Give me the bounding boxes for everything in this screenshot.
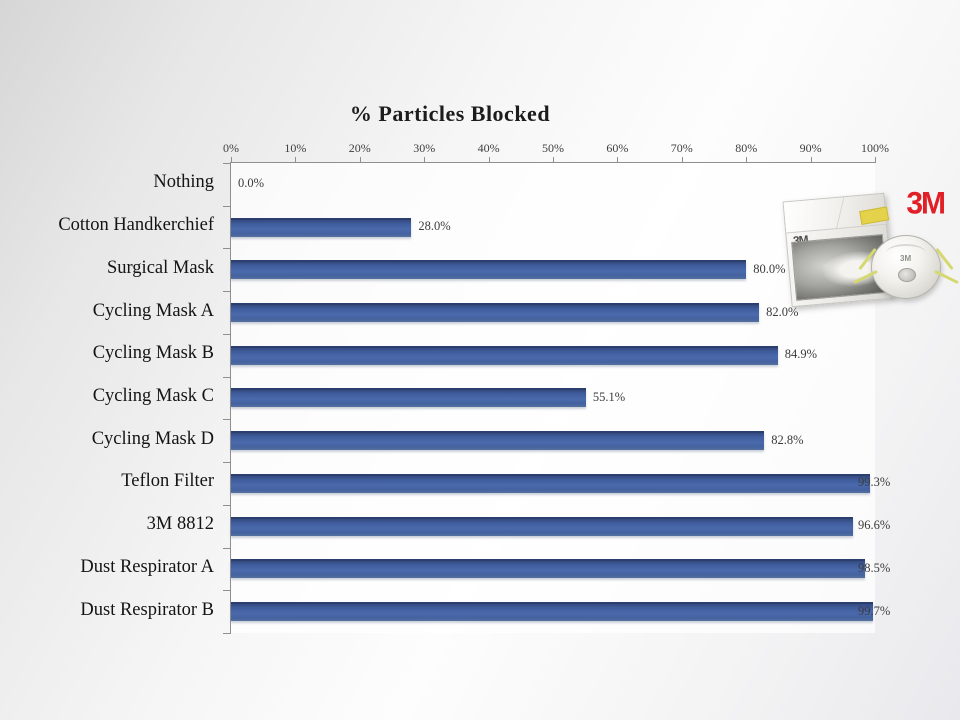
- x-axis-tick-mark: [231, 157, 232, 163]
- mask-brand-label: 3M: [900, 254, 912, 263]
- bar: [231, 345, 778, 365]
- x-axis-tick-label: 30%: [413, 141, 436, 155]
- chart-row: Nothing 0.0%: [153, 163, 875, 206]
- 3m-logo: 3M: [906, 186, 946, 221]
- category-label: Surgical Mask: [106, 257, 214, 278]
- x-axis-tick-label: 10%: [284, 141, 307, 155]
- bar-value-label: 82.8%: [771, 432, 804, 447]
- bar: [231, 516, 854, 536]
- x-axis-tick-label: 70%: [670, 141, 693, 155]
- bar-value-label: 99.7%: [858, 603, 891, 618]
- respirator-mask-image: 3M: [853, 235, 959, 299]
- x-axis-tick-mark: [746, 157, 748, 163]
- mask-valve: [898, 268, 916, 282]
- chart-row: Cycling Mask A 82.0%: [93, 291, 875, 334]
- x-axis-tick-mark: [681, 157, 683, 163]
- category-label: Cycling Mask B: [92, 343, 214, 364]
- mask-strap: [934, 269, 959, 285]
- category-label: Dust Respirator B: [80, 599, 214, 620]
- bar-value-label: 99.3%: [858, 475, 891, 490]
- bar-value-label: 84.9%: [784, 347, 818, 362]
- x-axis-tick-label: 50%: [542, 141, 564, 155]
- x-axis-tick-label: 90%: [799, 141, 822, 155]
- category-label: Cotton Handkerchief: [58, 215, 214, 236]
- y-axis-tick-mark: [223, 205, 231, 207]
- bar-value-label: 82.0%: [766, 304, 799, 319]
- bar: [231, 559, 866, 579]
- chart-row: Teflon Filter 99.3%: [121, 462, 890, 505]
- mask-strap: [935, 247, 954, 271]
- bar-value-label: 0.0%: [238, 176, 265, 191]
- x-axis-tick-label: 40%: [477, 141, 500, 155]
- x-axis-tick-mark: [810, 157, 812, 163]
- x-axis-tick-mark: [488, 157, 490, 163]
- category-label: 3M 8812: [146, 514, 214, 535]
- bar: [231, 602, 874, 622]
- product-photo-3m-respirators: 3M 3M 3M: [781, 181, 960, 313]
- category-label: Dust Respirator A: [80, 556, 214, 577]
- y-axis-tick-mark: [223, 504, 231, 506]
- chart-title: % Particles Blocked: [349, 101, 551, 126]
- x-axis-tick-mark: [424, 157, 426, 163]
- chart-row: Dust Respirator A 98.5%: [80, 548, 890, 591]
- bar: [231, 217, 412, 237]
- chart-row: Cycling Mask C 55.1%: [93, 377, 875, 420]
- y-axis-tick-mark: [223, 163, 231, 164]
- chart-row: Cotton Handkerchief 28.0%: [58, 206, 875, 249]
- y-axis-tick-mark: [223, 419, 231, 421]
- y-axis-tick-mark: [223, 633, 231, 634]
- bar-value-label: 98.5%: [858, 560, 891, 575]
- category-label: Cycling Mask D: [91, 428, 214, 449]
- x-axis-tick-mark: [875, 157, 876, 163]
- category-label: Nothing: [153, 172, 214, 193]
- chart-row: Cycling Mask B 84.9%: [93, 334, 875, 377]
- y-axis-tick-mark: [223, 291, 231, 293]
- y-axis-tick-mark: [223, 248, 231, 250]
- bar-value-label: 28.0%: [418, 219, 451, 234]
- y-axis-tick-mark: [223, 547, 231, 549]
- x-axis-tick-mark: [295, 157, 297, 163]
- x-axis-tick-label: 0%: [223, 141, 239, 155]
- x-axis-tick-label: 20%: [348, 141, 371, 155]
- bar: [231, 260, 747, 280]
- x-axis-tick-label: 80%: [735, 141, 758, 155]
- bar: [231, 303, 760, 323]
- chart-row: Dust Respirator B 99.7%: [80, 590, 890, 633]
- x-axis-tick-mark: [553, 157, 554, 163]
- bar: [231, 431, 765, 451]
- bar-chart-plot-area: 0% 10% 20% 30% 40% 50% 60% 70% 80% 90% 100% Nothing…: [58, 141, 890, 634]
- y-axis-tick-mark: [223, 333, 231, 335]
- x-axis-tick-mark: [617, 157, 619, 163]
- y-axis-tick-mark: [223, 376, 231, 378]
- y-axis-tick-mark: [223, 590, 231, 592]
- bar-value-label: 96.6%: [858, 518, 891, 533]
- y-axis-tick-mark: [223, 462, 231, 464]
- bar: [231, 388, 586, 408]
- x-axis-tick-mark: [359, 157, 361, 163]
- chart-row: Cycling Mask D 82.8%: [92, 419, 875, 462]
- x-axis-tick-label: 100%: [861, 141, 889, 155]
- category-label: Cycling Mask A: [92, 300, 214, 321]
- bar: [231, 473, 871, 493]
- category-label: Teflon Filter: [121, 471, 214, 492]
- category-label: Cycling Mask C: [92, 385, 214, 406]
- x-axis-tick-label: 60%: [606, 141, 629, 155]
- chart-row: Surgical Mask 80.0%: [107, 248, 875, 291]
- mask-ridge: [886, 244, 926, 262]
- bar-value-label: 80.0%: [753, 261, 786, 276]
- bar-value-label: 55.1%: [592, 389, 626, 404]
- chart-row: 3M 8812 96.6%: [147, 505, 890, 548]
